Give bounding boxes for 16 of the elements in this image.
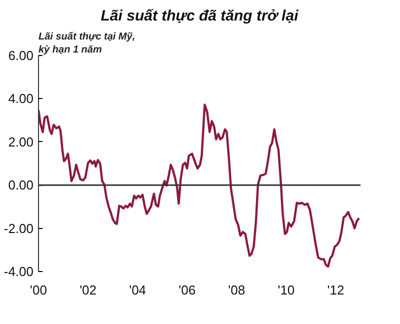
x-tick-label: '04	[129, 282, 146, 298]
y-axis-title: Lãi suất thực tại Mỹ, kỳ hạn 1 năm	[38, 31, 136, 56]
y-tick-label: 4.00	[8, 91, 34, 106]
y-tick-label: 6.00	[8, 48, 34, 63]
x-tick-label: '06	[178, 282, 196, 298]
y-tick-label: -4.00	[4, 264, 34, 279]
x-tick-label: '00	[30, 282, 47, 298]
x-tick-label: '10	[278, 282, 295, 298]
y-tick-label: -2.00	[4, 220, 34, 236]
y-tick-label: 2.00	[8, 134, 34, 150]
y-tick-label: 0.00	[8, 178, 34, 193]
chart-title: Lãi suất thực đã tăng trở lại	[100, 8, 300, 24]
x-tick-label: '12	[327, 282, 344, 298]
x-tick-label: '02	[80, 282, 97, 298]
line-series	[38, 104, 360, 268]
x-tick-label: '08	[228, 282, 246, 298]
